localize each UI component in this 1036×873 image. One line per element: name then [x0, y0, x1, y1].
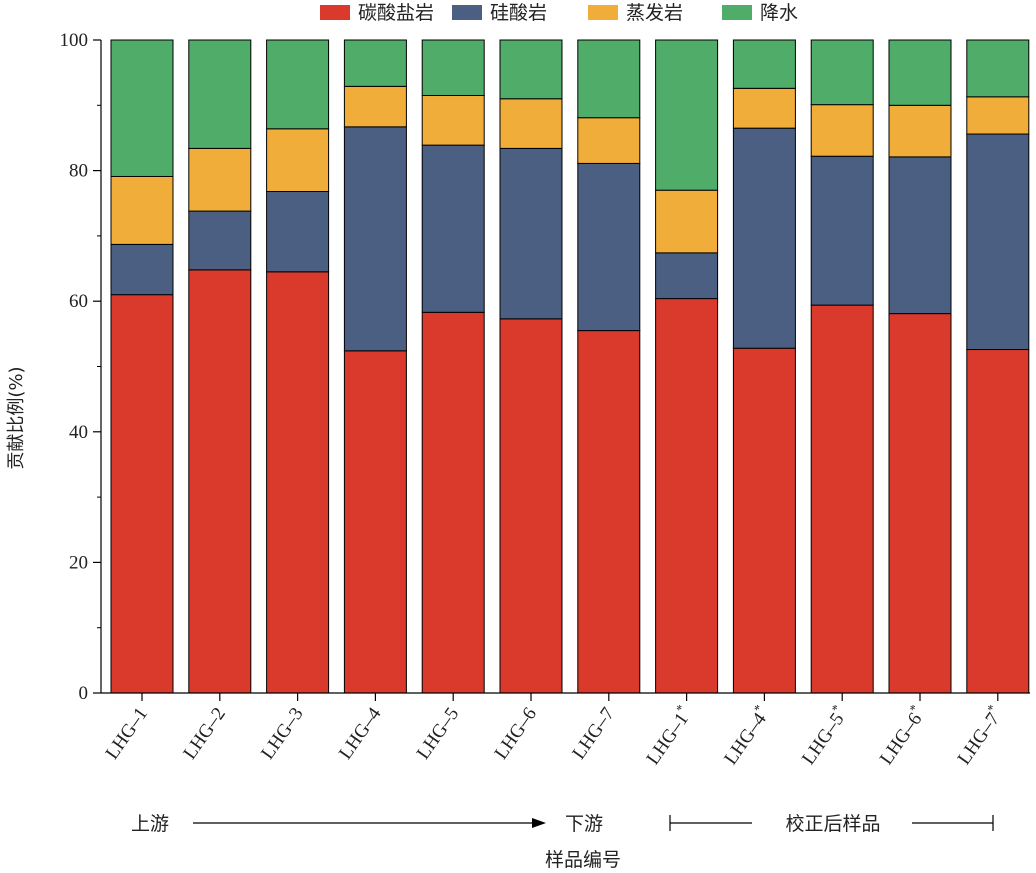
legend-swatch — [722, 5, 752, 20]
legend-label: 硅酸岩 — [490, 2, 547, 24]
bar-segment — [577, 39, 641, 119]
bar-segment — [421, 95, 485, 146]
bar-segment — [110, 39, 174, 177]
bar-segment — [966, 96, 1030, 135]
x-tick-label: LHG–6 — [491, 704, 542, 764]
bar-segment — [655, 252, 719, 300]
bar-segment — [343, 126, 407, 352]
y-tick-label: 40 — [69, 422, 88, 443]
x-tick-label: LHG–3 — [257, 704, 308, 764]
bar-segment — [266, 190, 330, 273]
legend-label: 蒸发岩 — [626, 2, 683, 24]
x-tick-label: LHG–4* — [717, 702, 775, 769]
corrected-label: 校正后样品 — [785, 813, 880, 835]
legend-swatch — [320, 5, 350, 20]
bar-segment — [888, 156, 952, 315]
bar-segment — [810, 104, 874, 157]
bar-segment — [577, 162, 641, 332]
x-tick-superscript: * — [906, 702, 922, 716]
bar-segment — [499, 318, 563, 694]
legend-label: 碳酸盐岩 — [358, 2, 434, 24]
x-tick-superscript: * — [984, 702, 1000, 716]
downstream-label: 下游 — [565, 813, 603, 835]
x-tick-label: LHG–5* — [795, 702, 853, 769]
bar-segment — [110, 175, 174, 245]
bar-segment — [577, 117, 641, 164]
x-tick-label: LHG–7* — [950, 702, 1008, 769]
bars — [110, 39, 1030, 694]
bar-segment — [655, 189, 719, 254]
bar-segment — [810, 155, 874, 306]
bar-segment — [188, 210, 252, 271]
bar-segment — [810, 39, 874, 106]
bar-segment — [421, 144, 485, 313]
y-tick-label: 100 — [60, 30, 89, 51]
bar-segment — [888, 104, 952, 158]
bar-segment — [110, 243, 174, 296]
bar-segment — [421, 39, 485, 97]
bar-segment — [732, 127, 796, 349]
y-tick-label: 60 — [69, 291, 88, 312]
x-tick-superscript: * — [828, 702, 844, 716]
bar-segment — [499, 39, 563, 100]
bar-segment — [810, 304, 874, 694]
bar-segment — [110, 294, 174, 694]
upstream-label: 上游 — [131, 813, 169, 835]
bar-segment — [343, 39, 407, 87]
bar-segment — [966, 133, 1030, 351]
bar-segment — [732, 39, 796, 89]
x-tick-label: LHG–7 — [568, 704, 619, 764]
downstream-arrow-head — [532, 818, 546, 828]
x-tick-label: LHG–4 — [335, 703, 386, 763]
x-tick-superscript: * — [750, 702, 766, 716]
y-tick-label: 0 — [79, 683, 89, 704]
bar-segment — [343, 350, 407, 694]
legend: 碳酸盐岩 硅酸岩 蒸发岩 降水 — [320, 2, 798, 24]
bar-segment — [421, 311, 485, 694]
bar-segment — [732, 347, 796, 694]
y-ticks: 0 20 40 60 80 100 — [60, 30, 101, 704]
bar-segment — [266, 128, 330, 192]
legend-swatch — [452, 5, 482, 20]
x-tick-superscript: * — [672, 702, 688, 716]
bar-segment — [655, 39, 719, 191]
bar-segment — [966, 349, 1030, 694]
x-ticks: LHG–1 LHG–2 LHG–3 LHG–4 LHG–5 LHG–6 LHG–7 LHG–1… — [102, 693, 1008, 769]
x-axis-label: 样品编号 — [545, 849, 621, 871]
bar-segment — [888, 39, 952, 106]
bar-segment — [343, 85, 407, 128]
bar-segment — [499, 98, 563, 149]
bar-segment — [188, 39, 252, 149]
bar-segment — [266, 39, 330, 130]
bar-segment — [966, 39, 1030, 98]
bar-segment — [888, 313, 952, 694]
x-tick-label: LHG–6* — [873, 702, 931, 769]
bar-segment — [499, 147, 563, 320]
x-tick-label: LHG–5 — [413, 704, 464, 764]
bar-segment — [266, 271, 330, 694]
legend-label: 降水 — [760, 2, 798, 24]
x-tick-label: LHG–1* — [639, 702, 697, 769]
y-axis-label: 贡献比例(%) — [6, 366, 27, 469]
x-tick-label: LHG–1 — [102, 704, 153, 764]
bar-segment — [577, 330, 641, 694]
x-tick-label: LHG–2 — [179, 704, 230, 764]
y-tick-label: 20 — [69, 552, 88, 573]
legend-swatch — [588, 5, 618, 20]
bar-segment — [655, 298, 719, 694]
bar-segment — [188, 147, 252, 212]
bar-segment — [732, 87, 796, 129]
y-tick-label: 80 — [69, 161, 88, 182]
bar-segment — [188, 269, 252, 694]
